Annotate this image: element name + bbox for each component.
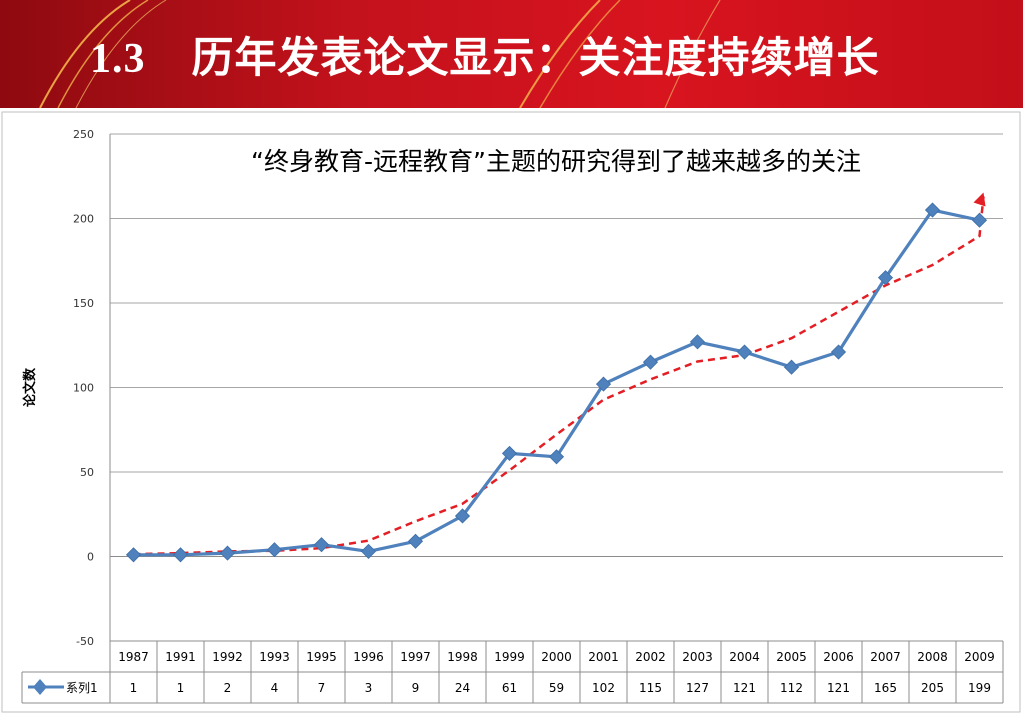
data-point [360, 543, 377, 559]
data-point [454, 508, 471, 524]
line-chart: -50 0 50 100 150 200 250 论文数 “终身教育-远程教育”主题的研究得到了… [1, 111, 1021, 713]
section-number: 1.3 [90, 36, 146, 82]
trend-arrow [973, 192, 986, 207]
chart-container: -50 0 50 100 150 200 250 论文数 “终身教育-远程教育”主题的研究得到了… [0, 110, 1023, 716]
x-tick-label: 2003 [682, 650, 713, 664]
data-point [501, 445, 518, 461]
data-label: 1 [130, 681, 138, 695]
data-point [736, 344, 753, 360]
chart-border [1, 111, 1021, 713]
data-label: 199 [968, 681, 991, 695]
data-point [642, 354, 659, 370]
trend-line [133, 196, 985, 556]
data-point [877, 270, 894, 286]
data-point [219, 545, 236, 561]
y-tick-label: 250 [73, 128, 94, 141]
data-label: 59 [549, 681, 564, 695]
x-tick-label: 2006 [823, 650, 854, 664]
data-point [407, 533, 424, 549]
legend-marker [33, 679, 47, 695]
x-tick-label: 1996 [353, 650, 384, 664]
data-label: 121 [733, 681, 756, 695]
x-tick-label: 2004 [729, 650, 760, 664]
page-title: 1.3 历年发表论文显示：关注度持续增长 [90, 28, 880, 88]
x-tick-label: 1995 [306, 650, 337, 664]
data-point [689, 334, 706, 350]
data-label: 3 [365, 681, 373, 695]
data-point [595, 376, 612, 392]
header-decoration [39, 0, 721, 108]
y-tick-label: 200 [73, 213, 94, 226]
y-tick-label: 100 [73, 382, 94, 395]
x-tick-label: 1992 [212, 650, 243, 664]
data-point [548, 449, 565, 465]
data-label: 1 [177, 681, 185, 695]
data-label: 165 [874, 681, 897, 695]
data-label: 205 [921, 681, 944, 695]
data-point [971, 212, 988, 228]
slide-header: 1.3 历年发表论文显示：关注度持续增长 [0, 0, 1023, 108]
y-tick-label: 50 [80, 466, 94, 479]
data-point [125, 547, 142, 563]
data-label: 4 [271, 681, 279, 695]
data-label: 9 [412, 681, 420, 695]
x-tick-label: 2009 [964, 650, 995, 664]
data-point [924, 202, 941, 218]
data-point [783, 359, 800, 375]
y-axis-label: 论文数 [22, 367, 38, 407]
chart-title: “终身教育-远程教育”主题的研究得到了越来越多的关注 [251, 147, 861, 176]
x-tick-label: 2001 [588, 650, 619, 664]
y-tick-label: -50 [76, 635, 94, 648]
data-point [172, 547, 189, 563]
x-tick-label: 2000 [541, 650, 572, 664]
data-label: 121 [827, 681, 850, 695]
data-label: 61 [502, 681, 517, 695]
y-tick-label: 0 [87, 551, 94, 564]
x-tick-label: 1991 [165, 650, 196, 664]
data-label: 127 [686, 681, 709, 695]
data-label: 24 [455, 681, 470, 695]
x-tick-label: 1987 [118, 650, 149, 664]
x-tick-label: 1993 [259, 650, 290, 664]
x-tick-label: 1997 [400, 650, 431, 664]
x-tick-label: 1998 [447, 650, 478, 664]
x-tick-label: 2008 [917, 650, 948, 664]
x-tick-label: 1999 [494, 650, 525, 664]
x-tick-label: 2007 [870, 650, 901, 664]
data-point [266, 542, 283, 558]
series-line [133, 208, 980, 557]
legend-entry: 系列1 [66, 681, 98, 695]
data-point [830, 344, 847, 360]
data-label: 115 [639, 681, 662, 695]
x-tick-label: 2005 [776, 650, 807, 664]
section-title: 历年发表论文显示：关注度持续增长 [191, 33, 880, 82]
data-label: 102 [592, 681, 615, 695]
data-point [313, 537, 330, 553]
data-label: 112 [780, 681, 803, 695]
data-label: 2 [224, 681, 232, 695]
data-label: 7 [318, 681, 326, 695]
x-tick-label: 2002 [635, 650, 666, 664]
y-tick-label: 150 [73, 297, 94, 310]
